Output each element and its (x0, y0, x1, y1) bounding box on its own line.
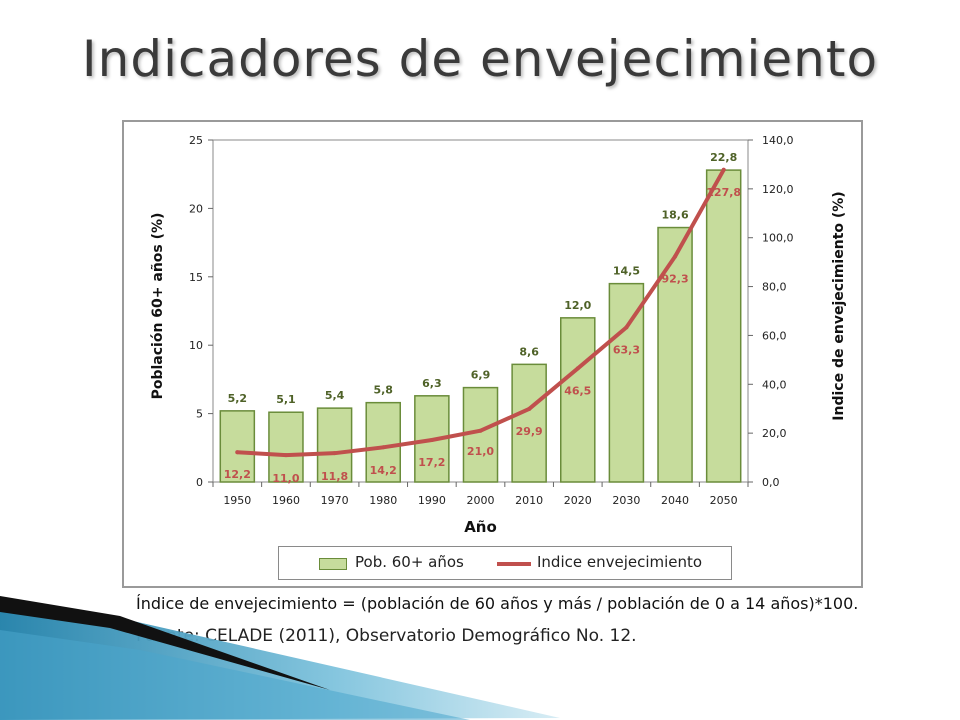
bar (705, 169, 742, 483)
line-point (332, 451, 337, 456)
line-point (429, 437, 434, 442)
y-tick-label: 25 (189, 134, 203, 147)
bar (365, 401, 402, 483)
x-tick-label: 1990 (418, 494, 446, 507)
x-tick-label: 1960 (272, 494, 300, 507)
legend-line-label: Indice envejecimiento (537, 553, 703, 571)
bar-data-label: 5,1 (276, 393, 296, 406)
bar-data-label: 12,0 (564, 299, 591, 312)
x-tick-label: 2010 (515, 494, 543, 507)
y-tick-label: 0 (196, 476, 203, 489)
line-data-label: 127,8 (706, 186, 741, 199)
x-axis-title: Año (464, 518, 497, 536)
legend-line-swatch (497, 562, 531, 566)
y-tick-label: 5 (196, 408, 203, 421)
y2-tick-label: 120,0 (762, 183, 794, 196)
line-data-label: 14,2 (370, 464, 397, 477)
y2-tick-label: 40,0 (762, 378, 787, 391)
x-tick-label: 2020 (564, 494, 592, 507)
legend-bar-label: Pob. 60+ años (355, 553, 464, 571)
x-tick-label: 1980 (369, 494, 397, 507)
y2-tick-label: 140,0 (762, 134, 794, 147)
y-tick-label: 10 (189, 339, 203, 352)
line-data-label: 11,8 (321, 470, 348, 483)
y2-axis-title: Indice de envejecimiento (%) (831, 191, 847, 420)
line-point (478, 428, 483, 433)
slide-title: Indicadores de envejecimiento (81, 30, 879, 88)
decorative-swoosh (0, 596, 560, 720)
line-point (235, 450, 240, 455)
bar-data-label: 18,6 (661, 209, 688, 222)
definition-note: Índice de envejecimiento = (población de… (136, 594, 859, 613)
line-point (381, 445, 386, 450)
bar-data-label: 5,2 (228, 392, 248, 405)
chart-legend: Pob. 60+ años Indice envejecimiento (278, 546, 732, 580)
bar-data-label: 22,8 (710, 151, 737, 164)
y-tick-label: 15 (189, 271, 203, 284)
bar (560, 317, 596, 483)
x-tick-label: 2050 (710, 494, 738, 507)
line-data-label: 21,0 (467, 445, 494, 458)
line-data-label: 17,2 (418, 456, 445, 469)
bar-data-label: 5,8 (373, 384, 393, 397)
y-axis-title: Población 60+ años (%) (150, 213, 166, 400)
y2-tick-label: 0,0 (762, 476, 780, 489)
bar (657, 226, 693, 483)
line-point (673, 254, 678, 259)
y2-tick-label: 20,0 (762, 427, 787, 440)
x-tick-label: 2030 (612, 494, 640, 507)
line-data-label: 12,2 (224, 468, 251, 481)
line-data-label: 46,5 (564, 384, 591, 397)
y-tick-label: 20 (189, 202, 203, 215)
y2-tick-label: 100,0 (762, 232, 794, 245)
x-tick-label: 1970 (321, 494, 349, 507)
line-point (575, 366, 580, 371)
bar-data-label: 5,4 (325, 389, 345, 402)
bar (268, 411, 304, 483)
legend-bar-swatch (319, 558, 347, 570)
line-data-label: 92,3 (661, 273, 688, 286)
x-tick-label: 2000 (467, 494, 495, 507)
bar-data-label: 6,3 (422, 377, 442, 390)
line-point (527, 406, 532, 411)
line-point (624, 325, 629, 330)
x-tick-label: 2040 (661, 494, 689, 507)
bar (608, 282, 645, 483)
y2-tick-label: 80,0 (762, 281, 787, 294)
x-tick-label: 1950 (223, 494, 251, 507)
line-point (721, 167, 726, 172)
bar (316, 407, 353, 483)
bar-data-label: 14,5 (613, 265, 640, 278)
line-data-label: 63,3 (613, 343, 640, 356)
bar (219, 410, 256, 483)
bar-data-label: 8,6 (519, 345, 539, 358)
line-point (283, 453, 288, 458)
line-data-label: 11,0 (272, 472, 299, 485)
y2-tick-label: 60,0 (762, 329, 787, 342)
bar (511, 363, 547, 483)
line-data-label: 29,9 (516, 425, 543, 438)
bar-data-label: 6,9 (471, 369, 491, 382)
source-note: Fuente: CELADE (2011), Observatorio Demo… (136, 626, 637, 646)
